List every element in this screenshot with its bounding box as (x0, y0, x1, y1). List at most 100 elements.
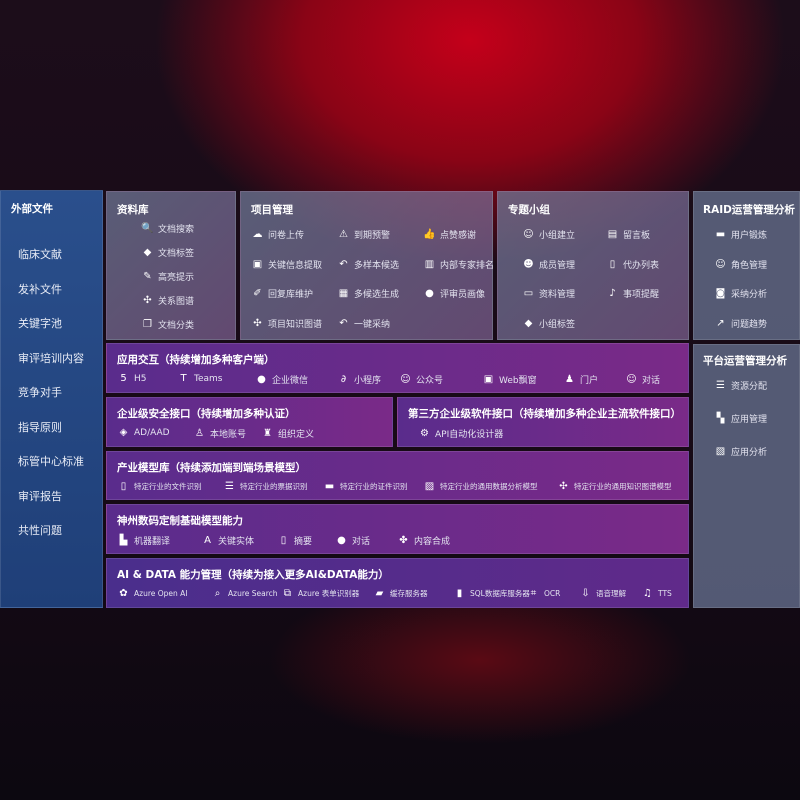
app-item[interactable]: ☺ 公众号 (399, 373, 443, 386)
panel-title: 应用交互（持续增加多种客户端） (117, 354, 275, 366)
project-item[interactable]: ↶ 一键采纳 (337, 317, 390, 330)
group-item[interactable]: ▭ 资料管理 (522, 287, 575, 300)
item-label: 用户锻炼 (731, 231, 768, 241)
window-icon: ▣ (483, 374, 494, 385)
doc-copy-icon: ❐ (143, 319, 152, 330)
industry-item[interactable]: ☰ 特定行业的票据识别 (223, 481, 308, 492)
project-item[interactable]: ✐ 回复库维护 (251, 287, 313, 300)
aidata-item[interactable]: ✿ Azure Open AI (117, 588, 187, 599)
html5-icon: 5 (120, 373, 127, 384)
group-item[interactable]: ☻ 成员管理 (522, 258, 575, 271)
group-item[interactable]: ♪ 事项提醒 (606, 287, 659, 300)
sql-icon: ▮ (456, 588, 463, 599)
item-label: 项目知识图谱 (268, 319, 323, 330)
group-item[interactable]: ◆ 小组标签 (522, 317, 575, 330)
platform-item[interactable]: ▚ 应用管理 (714, 412, 767, 425)
security-item[interactable]: ♜ 组织定义 (261, 427, 314, 440)
base-item[interactable]: ✤ 内容合成 (397, 534, 450, 547)
sidebar-item[interactable]: 发补文件 (18, 282, 62, 296)
wechat-icon: ● (257, 374, 266, 385)
base-item[interactable]: A 关键实体 (201, 534, 254, 547)
aidata-item[interactable]: ⌕ Azure Search (211, 588, 278, 599)
reply-icon: ↶ (339, 317, 348, 329)
app-item[interactable]: ● 企业微信 (255, 373, 308, 386)
project-item[interactable]: ▣ 关键信息提取 (251, 258, 322, 271)
third-item[interactable]: ⚙ API自动化设计器 (418, 427, 503, 440)
industry-item[interactable]: ✣ 特定行业的通用知识图谱模型 (557, 481, 671, 492)
platform-item[interactable]: ▧ 应用分析 (714, 445, 767, 458)
item-label: 资源分配 (731, 382, 768, 392)
app-item[interactable]: ∂ 小程序 (337, 373, 381, 386)
item-label: 特定行业的票据识别 (240, 482, 308, 491)
item-label: 采纳分析 (731, 290, 768, 300)
item-label: SQL数据库服务器 (470, 589, 530, 598)
library-item[interactable]: ◆ 文档标签 (141, 246, 194, 259)
aidata-item[interactable]: ♫ TTS (641, 588, 672, 599)
app-item[interactable]: ▣ Web飘窗 (482, 373, 537, 386)
reply-icon: ↶ (339, 258, 348, 270)
industry-item[interactable]: ▬ 特定行业的证件识别 (323, 481, 408, 492)
aidata-item[interactable]: ⌗ OCR (527, 588, 561, 599)
ocr-icon: ⌗ (530, 588, 537, 599)
app-item[interactable]: 5 H5 (117, 373, 146, 384)
project-item[interactable]: ✣ 项目知识图谱 (251, 317, 322, 330)
raid-item[interactable]: ☺ 角色管理 (714, 258, 767, 271)
doc-search-icon: 🔍 (141, 223, 154, 234)
sidebar-item[interactable]: 标管中心标准 (18, 455, 84, 468)
project-item[interactable]: 👍 点赞感谢 (423, 228, 476, 241)
raid-item[interactable]: ↗ 问题趋势 (714, 317, 767, 330)
security-item[interactable]: ♙ 本地账号 (193, 427, 246, 440)
security-item[interactable]: ◈ AD/AAD (117, 427, 170, 438)
sidebar-item[interactable]: 竞争对手 (18, 386, 62, 399)
aidata-item[interactable]: ▮ SQL数据库服务器 (453, 588, 530, 599)
base-item[interactable]: ● 对话 (335, 534, 370, 547)
group-item[interactable]: ☺ 小组建立 (522, 228, 575, 241)
raid-item[interactable]: ◙ 采纳分析 (714, 287, 767, 300)
project-item[interactable]: ● 评审员画像 (423, 287, 485, 300)
platform-item[interactable]: ☰ 资源分配 (714, 379, 767, 392)
library-item[interactable]: ✎ 高亮提示 (141, 270, 194, 283)
app-item[interactable]: T Teams (177, 373, 222, 384)
aidata-item[interactable]: ⇩ 语音理解 (579, 588, 626, 599)
sidebar-item[interactable]: 关键字池 (18, 317, 62, 330)
aidata-item[interactable]: ⧉ Azure 表单识别器 (281, 588, 359, 599)
project-item[interactable]: ↶ 多样本候选 (337, 258, 399, 271)
project-item[interactable]: ▦ 多候选生成 (337, 287, 399, 300)
raid-item[interactable]: ▬ 用户锻炼 (714, 228, 767, 241)
panel-library: 资料库 🔍 文档搜索 ◆ 文档标签 ✎ 高亮提示 ✣ 关系图谱 ❐ 文档分类 (106, 191, 236, 340)
aidata-item[interactable]: ▰ 缓存服务器 (373, 588, 428, 599)
panel-title: AI & DATA 能力管理（持续为接入更多AI&DATA能力） (117, 569, 389, 581)
panel-ai-data: AI & DATA 能力管理（持续为接入更多AI&DATA能力） ✿ Azure O… (106, 558, 689, 608)
project-item[interactable]: ⚠ 到期预警 (337, 228, 390, 241)
sidebar-item[interactable]: 指导原则 (18, 420, 62, 434)
graph-icon: ✣ (559, 481, 568, 492)
user-add-icon: ☻ (523, 258, 534, 270)
window-icon: ▣ (252, 258, 263, 270)
group-item[interactable]: ▤ 留言板 (606, 228, 650, 241)
users-icon: ☺ (715, 258, 726, 270)
item-label: 应用管理 (731, 415, 768, 425)
sidebar-item[interactable]: 共性问题 (18, 524, 62, 537)
org-icon: ♜ (263, 428, 272, 439)
item-label: 多候选生成 (354, 290, 400, 300)
sidebar-item[interactable]: 临床文献 (18, 248, 62, 261)
item-label: 资料管理 (539, 290, 576, 300)
item-label: 文档搜索 (158, 225, 195, 235)
industry-item[interactable]: ▯ 特定行业的文件识别 (117, 481, 202, 492)
industry-item[interactable]: ▨ 特定行业的通用数据分析模型 (423, 481, 538, 492)
app-item[interactable]: ♟ 门户 (563, 373, 598, 386)
base-item[interactable]: ▯ 摘要 (277, 534, 312, 547)
item-label: 应用分析 (731, 448, 768, 458)
sidebar-item[interactable]: 审评报告 (18, 489, 62, 503)
library-item[interactable]: 🔍 文档搜索 (141, 222, 194, 235)
library-item[interactable]: ✣ 关系图谱 (141, 294, 194, 307)
group-item[interactable]: ▯ 代办列表 (606, 258, 659, 271)
library-item[interactable]: ❐ 文档分类 (141, 318, 194, 331)
app-item[interactable]: ☺ 对话 (625, 373, 660, 386)
puzzle-icon: ▦ (338, 288, 349, 299)
project-item[interactable]: ☁ 问卷上传 (251, 228, 305, 241)
base-item[interactable]: ▙ 机器翻译 (117, 534, 170, 547)
project-item[interactable]: ▥ 内部专家排名 (423, 258, 494, 271)
sidebar-item[interactable]: 审评培训内容 (18, 351, 84, 365)
panel-title: 平台运营管理分析 (703, 355, 787, 367)
